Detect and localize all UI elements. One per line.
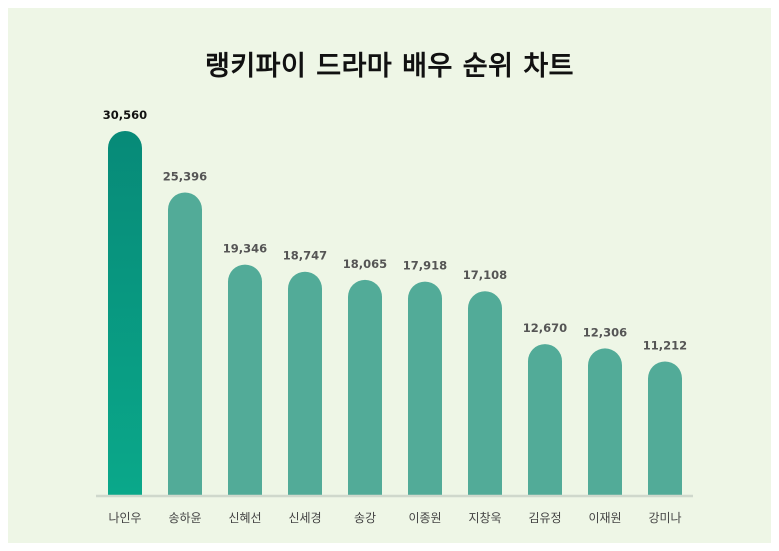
category-label-3: 신혜선: [228, 511, 261, 525]
category-label-8: 김유정: [528, 511, 561, 525]
bar-9: [588, 348, 622, 495]
value-label-7: 17,108: [463, 268, 507, 282]
value-label-2: 25,396: [163, 170, 207, 184]
bar-10: [648, 361, 682, 495]
labels-group: 30,560 나인우 25,396 송하윤 19,346 신혜선 18,747 신세경 18,0…: [103, 108, 687, 525]
value-label-3: 19,346: [223, 242, 267, 256]
category-label-1: 나인우: [108, 511, 141, 525]
value-label-4: 18,747: [283, 249, 327, 263]
category-label-2: 송하윤: [168, 511, 201, 525]
bar-1: [108, 131, 142, 495]
value-label-9: 12,306: [583, 325, 627, 339]
value-label-6: 17,918: [403, 259, 447, 273]
category-label-9: 이재원: [588, 511, 621, 525]
value-label-1: 30,560: [103, 108, 147, 122]
bar-8: [528, 344, 562, 495]
value-label-5: 18,065: [343, 257, 387, 271]
bar-4: [288, 271, 322, 495]
bar-3: [228, 264, 262, 495]
bars-group: [108, 131, 682, 496]
chart-title: 랭키파이 드라마 배우 순위 차트: [204, 51, 575, 82]
category-label-7: 지창욱: [468, 511, 501, 525]
bar-2: [168, 192, 202, 496]
category-label-5: 송강: [354, 511, 376, 525]
category-label-6: 이종원: [408, 511, 441, 525]
category-label-10: 강미나: [648, 511, 681, 525]
bar-5: [348, 279, 382, 495]
value-label-8: 12,670: [523, 321, 567, 335]
bar-6: [408, 281, 442, 495]
bar-7: [468, 291, 502, 495]
value-label-10: 11,212: [643, 338, 687, 352]
category-label-4: 신세경: [288, 511, 321, 525]
